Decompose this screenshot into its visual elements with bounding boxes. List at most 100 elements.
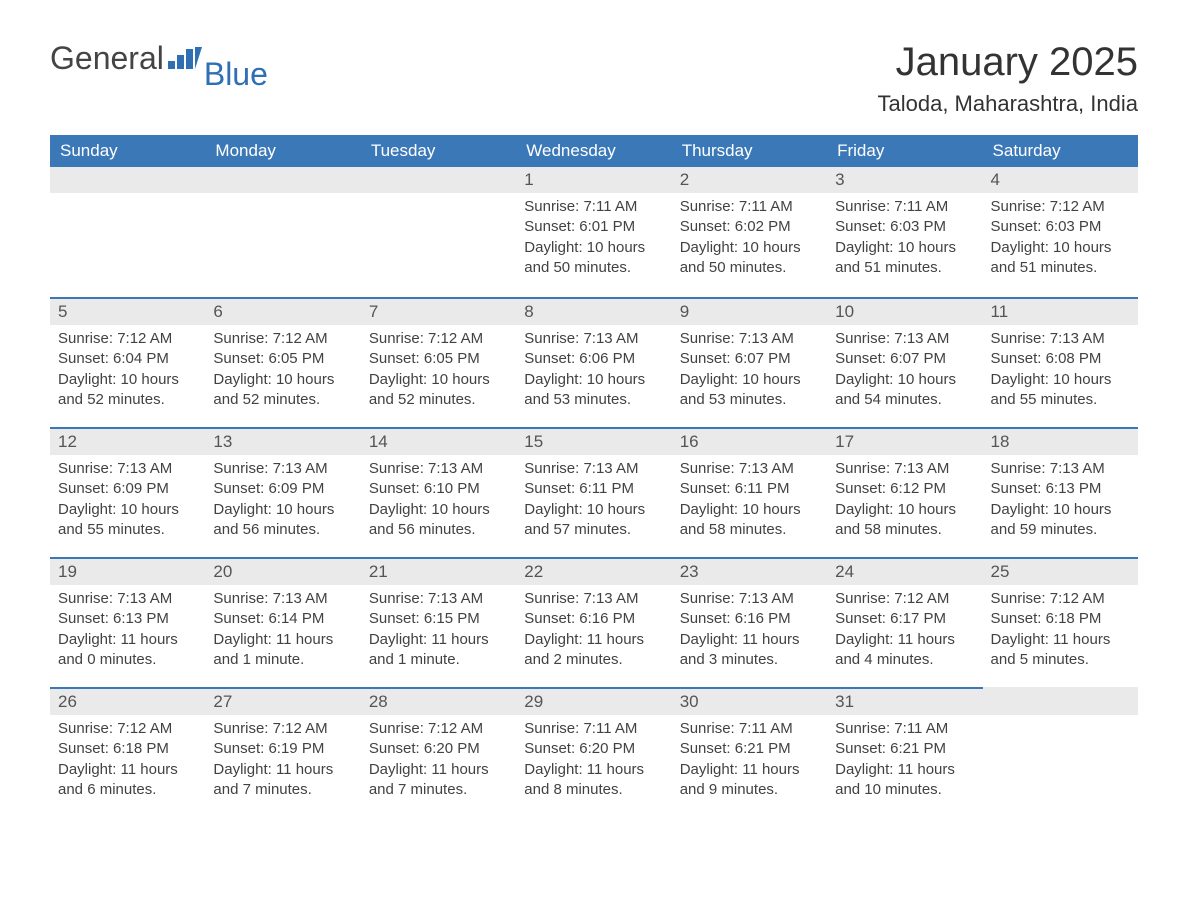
calendar-cell: 28Sunrise: 7:12 AMSunset: 6:20 PMDayligh… <box>361 687 516 817</box>
day-number: 14 <box>361 427 516 455</box>
day-number: 19 <box>50 557 205 585</box>
day-body: Sunrise: 7:13 AMSunset: 6:11 PMDaylight:… <box>672 455 827 548</box>
sunset-line: Sunset: 6:21 PM <box>835 739 974 759</box>
sunrise-line: Sunrise: 7:13 AM <box>213 459 352 479</box>
day-number: 29 <box>516 687 671 715</box>
logo-text-general: General <box>50 40 164 77</box>
calendar-cell: 26Sunrise: 7:12 AMSunset: 6:18 PMDayligh… <box>50 687 205 817</box>
day-body: Sunrise: 7:11 AMSunset: 6:21 PMDaylight:… <box>827 715 982 808</box>
calendar-cell: 9Sunrise: 7:13 AMSunset: 6:07 PMDaylight… <box>672 297 827 427</box>
day-body: Sunrise: 7:13 AMSunset: 6:06 PMDaylight:… <box>516 325 671 418</box>
day-body: Sunrise: 7:13 AMSunset: 6:12 PMDaylight:… <box>827 455 982 548</box>
calendar-cell: 5Sunrise: 7:12 AMSunset: 6:04 PMDaylight… <box>50 297 205 427</box>
day-body: Sunrise: 7:13 AMSunset: 6:10 PMDaylight:… <box>361 455 516 548</box>
calendar-cell: 19Sunrise: 7:13 AMSunset: 6:13 PMDayligh… <box>50 557 205 687</box>
day-number: 16 <box>672 427 827 455</box>
sunrise-line: Sunrise: 7:13 AM <box>58 589 197 609</box>
weekday-header-row: Sunday Monday Tuesday Wednesday Thursday… <box>50 135 1138 167</box>
sunset-line: Sunset: 6:21 PM <box>680 739 819 759</box>
sunrise-line: Sunrise: 7:13 AM <box>524 589 663 609</box>
logo-text-blue: Blue <box>204 56 268 93</box>
daylight-line: Daylight: 10 hours and 52 minutes. <box>58 370 197 411</box>
calendar-week: 1Sunrise: 7:11 AMSunset: 6:01 PMDaylight… <box>50 167 1138 297</box>
sunset-line: Sunset: 6:10 PM <box>369 479 508 499</box>
daylight-line: Daylight: 10 hours and 50 minutes. <box>680 238 819 279</box>
sunset-line: Sunset: 6:05 PM <box>213 349 352 369</box>
calendar-cell <box>361 167 516 297</box>
sunrise-line: Sunrise: 7:13 AM <box>680 329 819 349</box>
day-number: 30 <box>672 687 827 715</box>
day-number: 26 <box>50 687 205 715</box>
day-body: Sunrise: 7:13 AMSunset: 6:16 PMDaylight:… <box>516 585 671 678</box>
day-body: Sunrise: 7:13 AMSunset: 6:15 PMDaylight:… <box>361 585 516 678</box>
sunset-line: Sunset: 6:01 PM <box>524 217 663 237</box>
day-number: 11 <box>983 297 1138 325</box>
sunset-line: Sunset: 6:03 PM <box>991 217 1130 237</box>
calendar-cell: 31Sunrise: 7:11 AMSunset: 6:21 PMDayligh… <box>827 687 982 817</box>
sunrise-line: Sunrise: 7:13 AM <box>58 459 197 479</box>
calendar-cell: 24Sunrise: 7:12 AMSunset: 6:17 PMDayligh… <box>827 557 982 687</box>
day-body: Sunrise: 7:13 AMSunset: 6:13 PMDaylight:… <box>50 585 205 678</box>
calendar-cell: 8Sunrise: 7:13 AMSunset: 6:06 PMDaylight… <box>516 297 671 427</box>
calendar-cell: 20Sunrise: 7:13 AMSunset: 6:14 PMDayligh… <box>205 557 360 687</box>
calendar-cell: 25Sunrise: 7:12 AMSunset: 6:18 PMDayligh… <box>983 557 1138 687</box>
sunset-line: Sunset: 6:12 PM <box>835 479 974 499</box>
day-number: 2 <box>672 167 827 193</box>
calendar-cell: 10Sunrise: 7:13 AMSunset: 6:07 PMDayligh… <box>827 297 982 427</box>
sunrise-line: Sunrise: 7:12 AM <box>213 719 352 739</box>
calendar-week: 5Sunrise: 7:12 AMSunset: 6:04 PMDaylight… <box>50 297 1138 427</box>
sunset-line: Sunset: 6:17 PM <box>835 609 974 629</box>
sunrise-line: Sunrise: 7:13 AM <box>680 459 819 479</box>
day-body: Sunrise: 7:12 AMSunset: 6:03 PMDaylight:… <box>983 193 1138 286</box>
day-number-empty <box>361 167 516 193</box>
day-number: 5 <box>50 297 205 325</box>
sunset-line: Sunset: 6:07 PM <box>680 349 819 369</box>
sunset-line: Sunset: 6:11 PM <box>524 479 663 499</box>
day-body: Sunrise: 7:13 AMSunset: 6:09 PMDaylight:… <box>205 455 360 548</box>
sunrise-line: Sunrise: 7:11 AM <box>524 197 663 217</box>
sunset-line: Sunset: 6:07 PM <box>835 349 974 369</box>
calendar-cell: 17Sunrise: 7:13 AMSunset: 6:12 PMDayligh… <box>827 427 982 557</box>
sunrise-line: Sunrise: 7:13 AM <box>369 459 508 479</box>
calendar-cell: 15Sunrise: 7:13 AMSunset: 6:11 PMDayligh… <box>516 427 671 557</box>
daylight-line: Daylight: 10 hours and 52 minutes. <box>213 370 352 411</box>
location: Taloda, Maharashtra, India <box>878 91 1139 117</box>
daylight-line: Daylight: 11 hours and 3 minutes. <box>680 630 819 671</box>
day-number: 12 <box>50 427 205 455</box>
daylight-line: Daylight: 11 hours and 5 minutes. <box>991 630 1130 671</box>
day-number: 17 <box>827 427 982 455</box>
day-number: 8 <box>516 297 671 325</box>
sunset-line: Sunset: 6:14 PM <box>213 609 352 629</box>
calendar-cell: 11Sunrise: 7:13 AMSunset: 6:08 PMDayligh… <box>983 297 1138 427</box>
sunrise-line: Sunrise: 7:11 AM <box>835 197 974 217</box>
day-body: Sunrise: 7:12 AMSunset: 6:17 PMDaylight:… <box>827 585 982 678</box>
daylight-line: Daylight: 11 hours and 8 minutes. <box>524 760 663 801</box>
day-body: Sunrise: 7:11 AMSunset: 6:02 PMDaylight:… <box>672 193 827 286</box>
title-block: January 2025 Taloda, Maharashtra, India <box>878 40 1139 117</box>
sunset-line: Sunset: 6:09 PM <box>213 479 352 499</box>
day-number-empty <box>983 687 1138 715</box>
calendar-cell <box>205 167 360 297</box>
calendar-cell: 2Sunrise: 7:11 AMSunset: 6:02 PMDaylight… <box>672 167 827 297</box>
calendar-cell: 16Sunrise: 7:13 AMSunset: 6:11 PMDayligh… <box>672 427 827 557</box>
calendar-cell: 23Sunrise: 7:13 AMSunset: 6:16 PMDayligh… <box>672 557 827 687</box>
calendar-cell: 12Sunrise: 7:13 AMSunset: 6:09 PMDayligh… <box>50 427 205 557</box>
daylight-line: Daylight: 11 hours and 0 minutes. <box>58 630 197 671</box>
sunrise-line: Sunrise: 7:13 AM <box>991 329 1130 349</box>
daylight-line: Daylight: 10 hours and 51 minutes. <box>991 238 1130 279</box>
calendar-week: 26Sunrise: 7:12 AMSunset: 6:18 PMDayligh… <box>50 687 1138 817</box>
daylight-line: Daylight: 10 hours and 54 minutes. <box>835 370 974 411</box>
sunset-line: Sunset: 6:04 PM <box>58 349 197 369</box>
sunset-line: Sunset: 6:19 PM <box>213 739 352 759</box>
day-number: 4 <box>983 167 1138 193</box>
daylight-line: Daylight: 10 hours and 59 minutes. <box>991 500 1130 541</box>
daylight-line: Daylight: 10 hours and 53 minutes. <box>680 370 819 411</box>
header: General Blue January 2025 Taloda, Mahara… <box>50 40 1138 117</box>
sunset-line: Sunset: 6:11 PM <box>680 479 819 499</box>
sunset-line: Sunset: 6:06 PM <box>524 349 663 369</box>
sunset-line: Sunset: 6:02 PM <box>680 217 819 237</box>
calendar-week: 19Sunrise: 7:13 AMSunset: 6:13 PMDayligh… <box>50 557 1138 687</box>
sunrise-line: Sunrise: 7:13 AM <box>369 589 508 609</box>
day-number: 25 <box>983 557 1138 585</box>
calendar-week: 12Sunrise: 7:13 AMSunset: 6:09 PMDayligh… <box>50 427 1138 557</box>
